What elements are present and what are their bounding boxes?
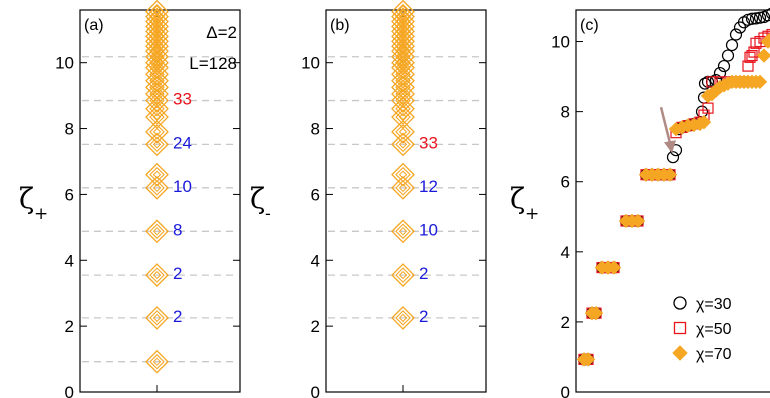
panel-a-ytick-label: 10 <box>55 54 74 73</box>
panel-a-marker-core <box>154 128 161 135</box>
panel-a-ytick-label: 0 <box>65 383 74 398</box>
panel-c-ytick-label: 2 <box>561 313 570 332</box>
panel-a-count-label: 24 <box>173 133 192 152</box>
panel-a-ytick-label: 6 <box>65 185 74 204</box>
panel-a-ylabel: ζ + <box>19 182 48 224</box>
legend-label: χ=50 <box>696 321 732 338</box>
panel-a-count-label: 10 <box>173 177 192 196</box>
panel-c-ylabel-symbol: ζ <box>510 182 525 215</box>
panel-a-marker-inner <box>150 29 164 43</box>
panel-b-ytick-label: 4 <box>311 251 320 270</box>
panel-a-count-label: 2 <box>173 264 182 283</box>
panel-a-ytick-label: 8 <box>65 120 74 139</box>
panel-a-ytick-label: 4 <box>65 251 74 270</box>
chi30-point <box>727 40 738 51</box>
panel-c-ytick-label: 10 <box>551 33 570 52</box>
panel-a-ylabel-symbol: ζ <box>19 182 34 215</box>
panel-b-marker-inner <box>396 29 410 43</box>
panel-b-count-label: 12 <box>419 177 438 196</box>
chi30-point <box>723 50 734 61</box>
panel-a-count-label: 2 <box>173 307 182 326</box>
panel-b-marker-inner <box>396 24 410 38</box>
panel-a-ytick-label: 2 <box>65 317 74 336</box>
panel-b-ytick-label: 0 <box>311 383 320 398</box>
panel-c-ytick-label: 0 <box>561 383 570 398</box>
panel-b-count-label: 33 <box>419 133 438 152</box>
panel-b-ylabel: ζ - <box>250 182 271 224</box>
panel-b-ylabel-sub: - <box>265 204 271 224</box>
panel-c-ytick-label: 6 <box>561 173 570 192</box>
panel-a-label: (a) <box>84 17 104 34</box>
panel-c-label: (c) <box>580 17 599 34</box>
l-annotation: L=128 <box>189 54 237 73</box>
panel-b-label: (b) <box>330 17 350 34</box>
panel-b-marker-core <box>400 128 407 135</box>
panel-c-ytick-label: 4 <box>561 243 570 262</box>
panel-b-ytick-label: 8 <box>311 120 320 139</box>
panel-c-ylabel: ζ + <box>510 182 539 224</box>
panel-c-frame <box>576 10 770 392</box>
panel-b-marker-inner <box>396 19 410 33</box>
panel-a-ylabel-sub: + <box>34 204 48 224</box>
panel-a-count-label: 33 <box>173 90 192 109</box>
panel-b-ytick-label: 2 <box>311 317 320 336</box>
panel-a-marker-inner <box>150 19 164 33</box>
panel-b: 0 2 4 6 8 10 2 2 10 12 33 (b) ζ - <box>250 1 486 398</box>
panel-b-ytick-label: 10 <box>301 54 320 73</box>
chi30-point <box>697 106 708 117</box>
legend-label: χ=30 <box>696 296 732 313</box>
panel-b-marker-inner <box>396 168 410 182</box>
arrow-shaft <box>661 107 671 147</box>
legend-label: χ=70 <box>696 346 732 363</box>
panel-c-legend: χ=30 χ=50 χ=70 <box>673 296 732 363</box>
panel-a-marker-inner <box>150 168 164 182</box>
legend-circle-marker <box>674 297 686 309</box>
panel-b-count-label: 2 <box>419 307 428 326</box>
panel-c: 0 2 4 6 8 10 (c) ζ + χ=30 χ=50 χ=70 <box>510 8 770 398</box>
panel-a-count-label: 8 <box>173 220 182 239</box>
panel-b-ylabel-symbol: ζ <box>250 182 265 215</box>
panel-b-ytick-label: 6 <box>311 185 320 204</box>
panel-c-ytick-label: 8 <box>561 103 570 122</box>
panel-b-count-label: 2 <box>419 264 428 283</box>
panel-c-ylabel-sub: + <box>525 204 539 224</box>
chi30-point <box>668 152 679 163</box>
legend-diamond-marker <box>673 346 687 360</box>
delta-annotation: Δ=2 <box>206 23 237 42</box>
panel-a-marker-inner <box>150 24 164 38</box>
panel-b-count-label: 10 <box>419 220 438 239</box>
legend-square-marker <box>675 323 686 334</box>
